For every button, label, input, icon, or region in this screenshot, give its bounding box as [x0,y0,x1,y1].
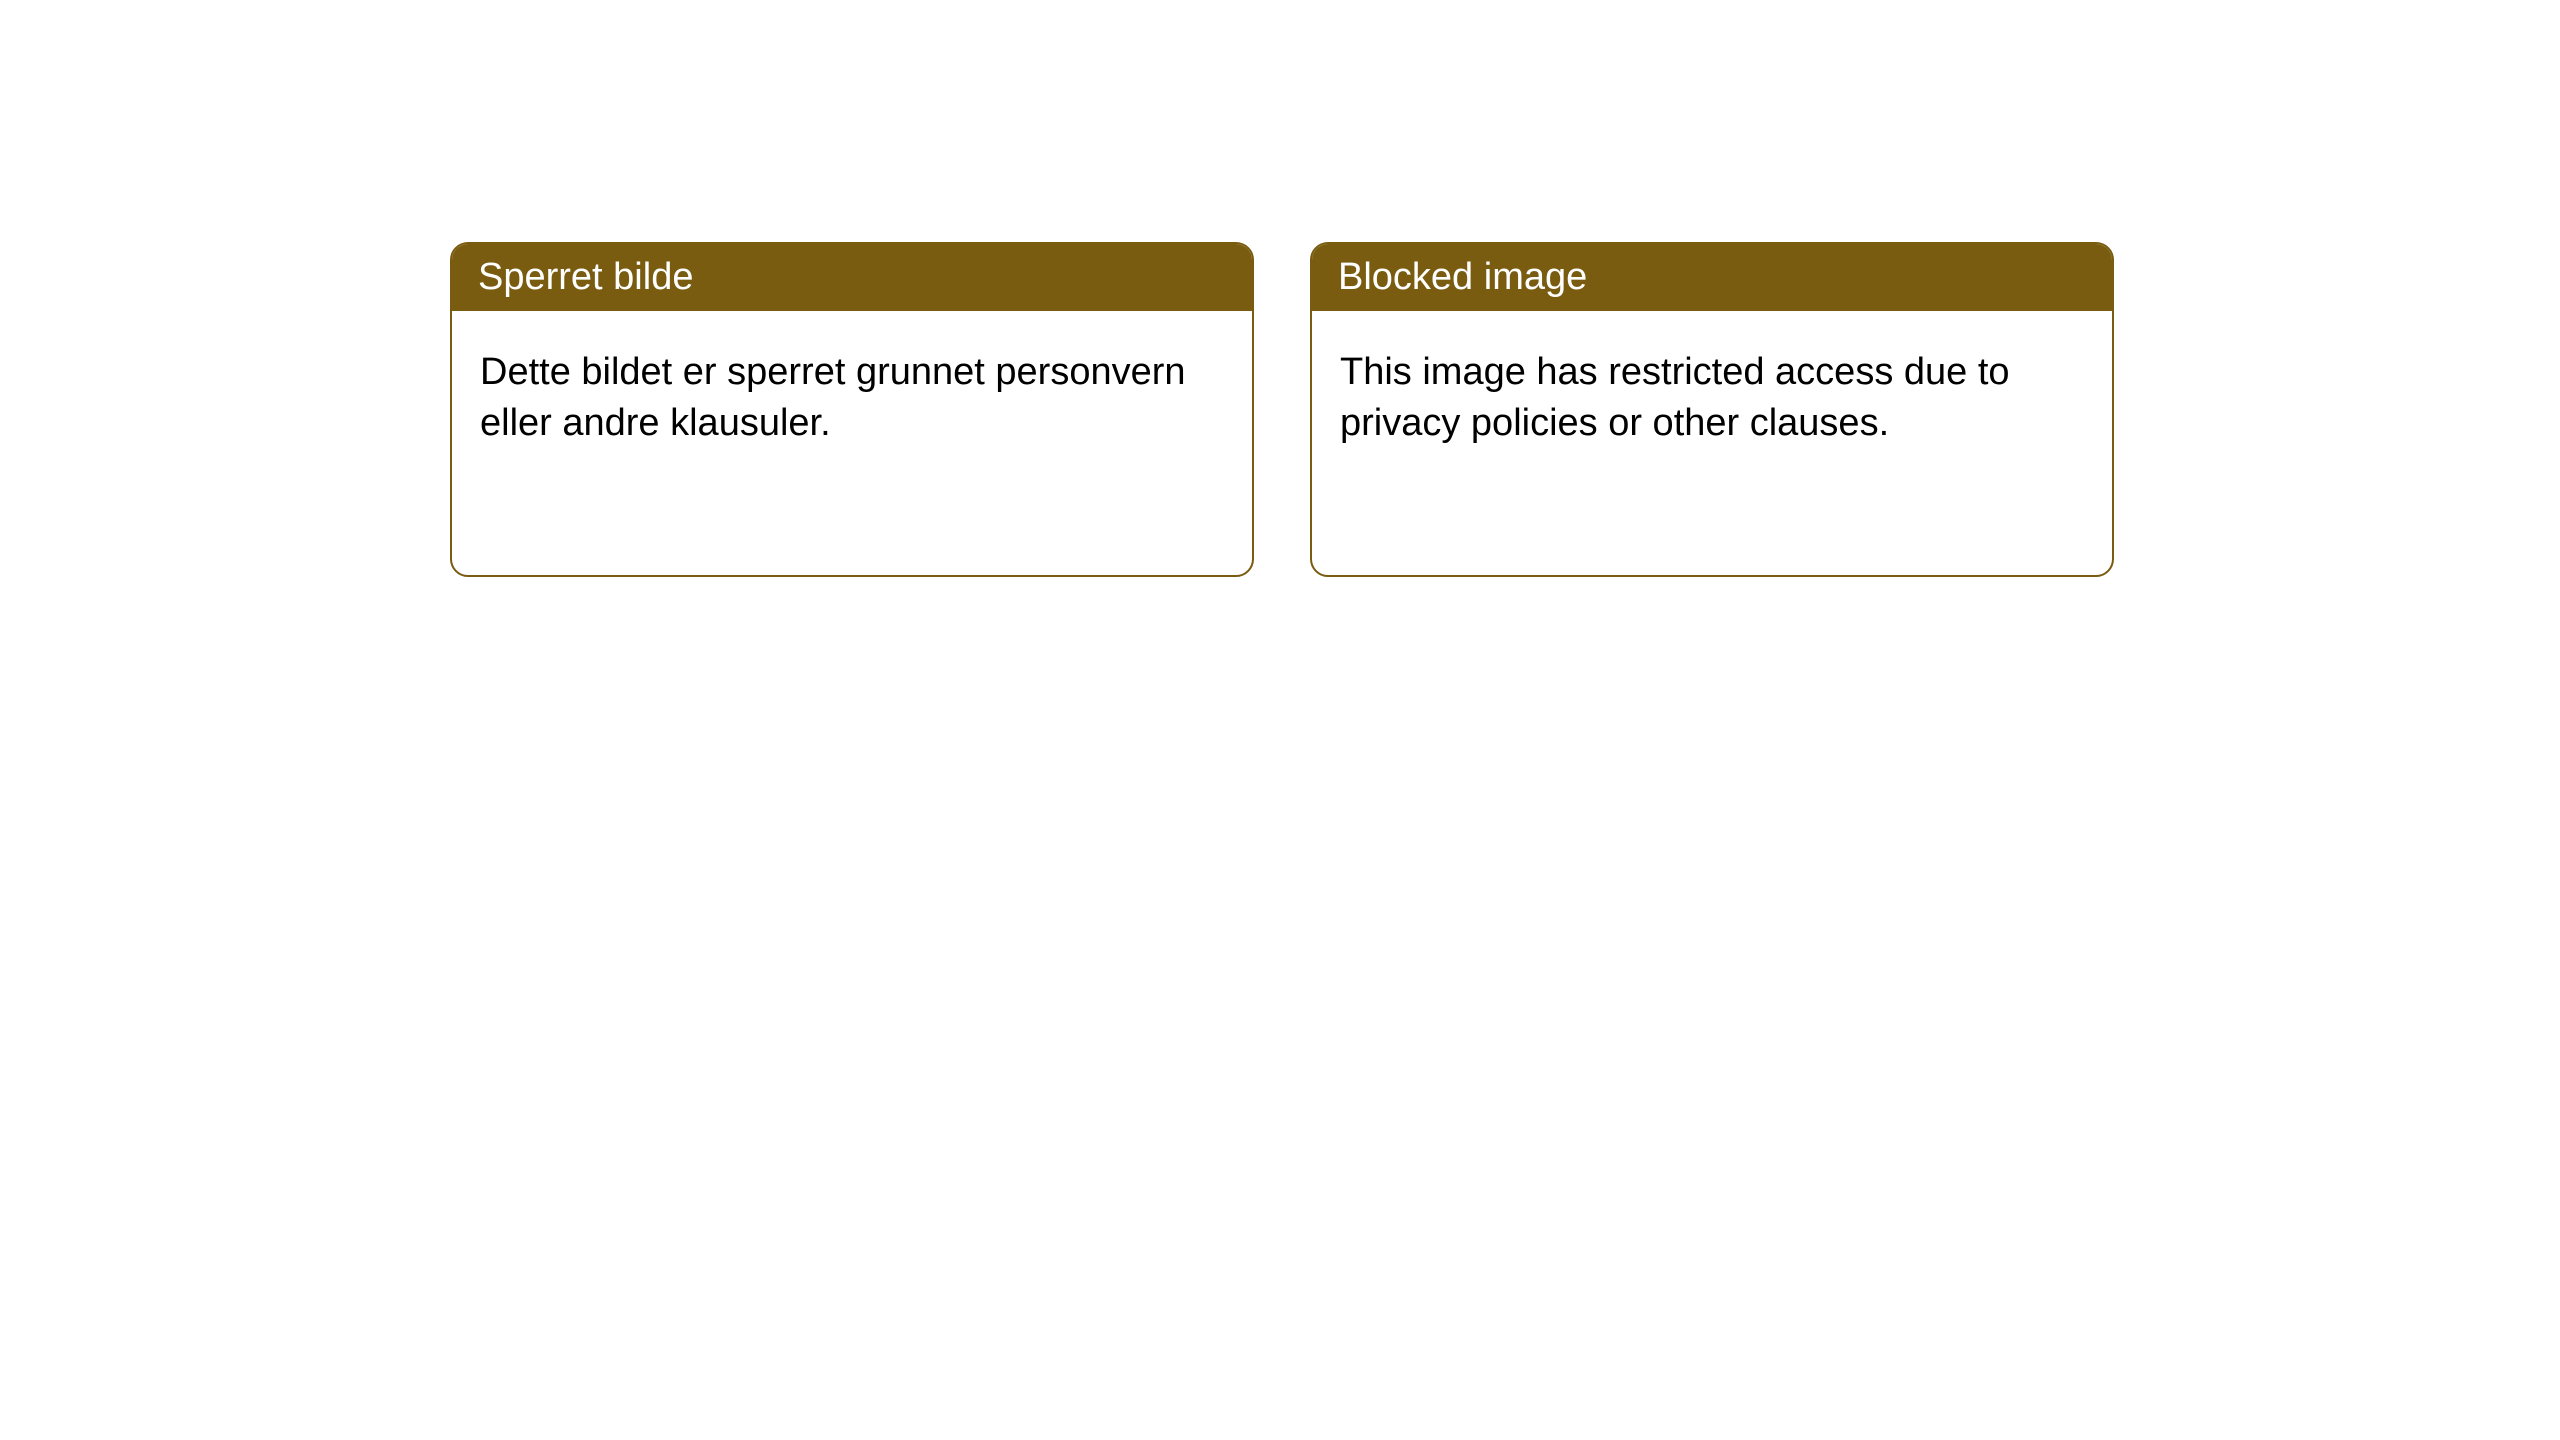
notice-card-norwegian: Sperret bilde Dette bildet er sperret gr… [450,242,1254,577]
notice-card-english: Blocked image This image has restricted … [1310,242,2114,577]
notice-body: Dette bildet er sperret grunnet personve… [452,311,1252,486]
notice-title: Blocked image [1312,244,2112,311]
notice-body: This image has restricted access due to … [1312,311,2112,486]
notice-title: Sperret bilde [452,244,1252,311]
notice-container: Sperret bilde Dette bildet er sperret gr… [0,0,2560,577]
